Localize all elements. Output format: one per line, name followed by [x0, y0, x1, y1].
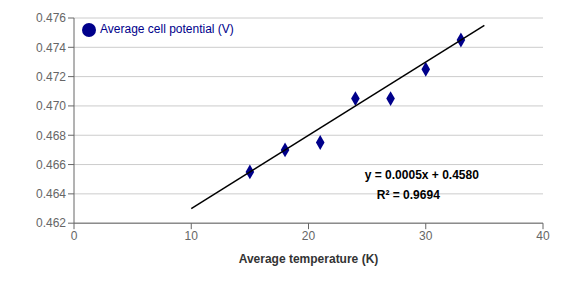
svg-text:0.462: 0.462 — [36, 216, 66, 230]
svg-text:40: 40 — [536, 229, 550, 243]
svg-text:0: 0 — [71, 229, 78, 243]
html-text:R² = 0.9694: R² = 0.9694 — [376, 187, 440, 202]
svg-text:20: 20 — [302, 229, 316, 243]
svg-text:Average temperature (K): Average temperature (K) — [239, 252, 379, 266]
html-text:y = 0.0005x + 0.4580: y = 0.0005x + 0.4580 — [364, 167, 479, 182]
html-text:Average cell potential (V): Average cell potential (V) — [100, 22, 234, 36]
svg-text:0.470: 0.470 — [36, 99, 66, 113]
svg-text:0.466: 0.466 — [36, 158, 66, 172]
svg-text:0.474: 0.474 — [36, 41, 66, 55]
svg-text:30: 30 — [419, 229, 433, 243]
svg-text:0.472: 0.472 — [36, 70, 66, 84]
svg-text:0.468: 0.468 — [36, 129, 66, 143]
svg-text:0.464: 0.464 — [36, 187, 66, 201]
svg-text:0.476: 0.476 — [36, 11, 66, 25]
svg-text:10: 10 — [185, 229, 199, 243]
